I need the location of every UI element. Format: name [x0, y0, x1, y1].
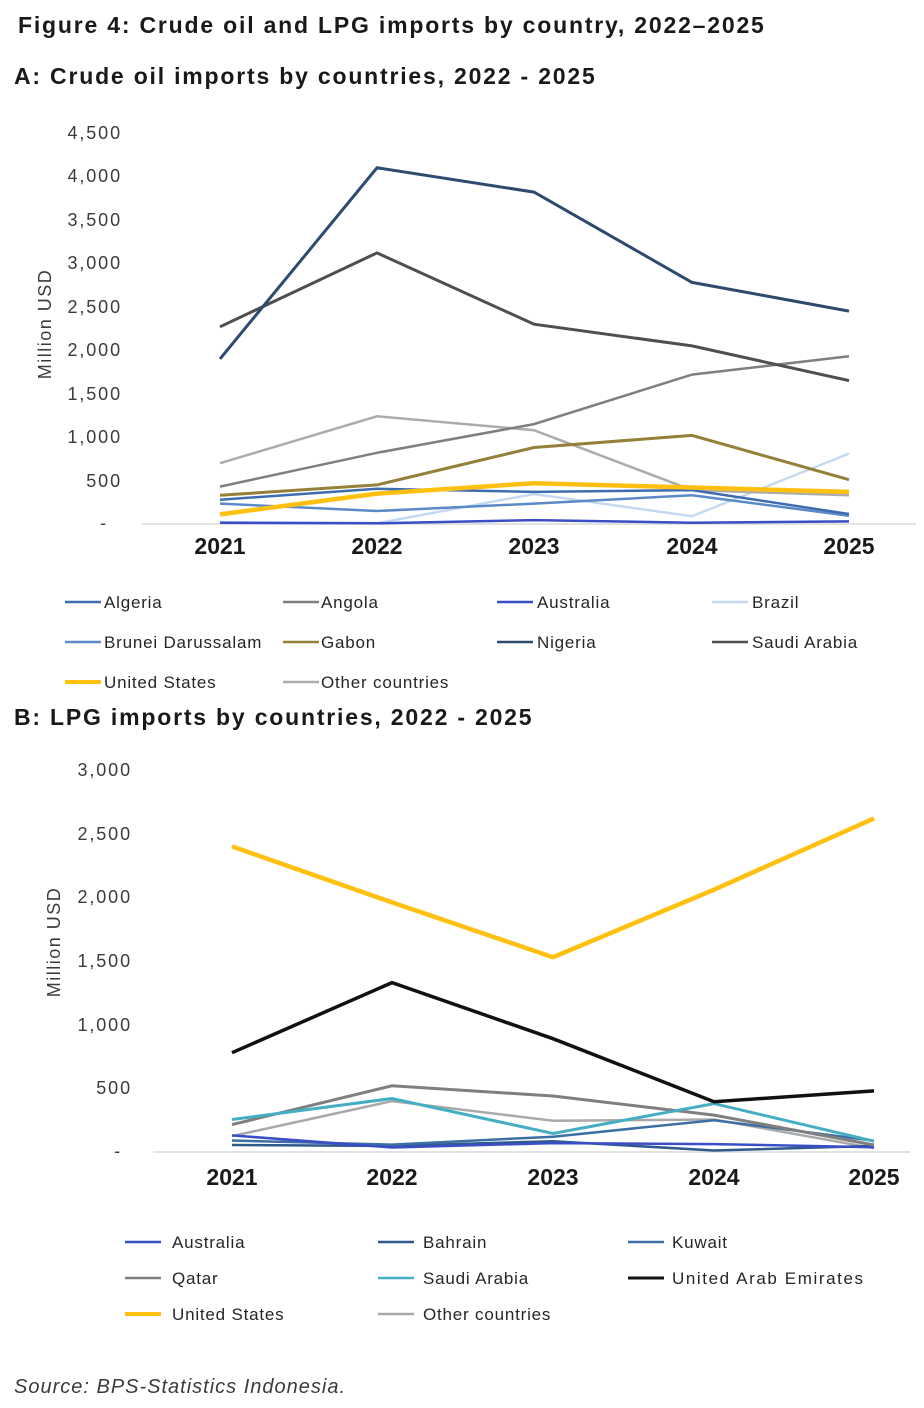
- svg-text:1,000: 1,000: [77, 1015, 132, 1035]
- svg-text:United States: United States: [104, 673, 216, 692]
- svg-text:Angola: Angola: [321, 593, 379, 612]
- svg-text:Kuwait: Kuwait: [672, 1233, 728, 1252]
- svg-text:2021: 2021: [194, 533, 245, 559]
- svg-text:1,500: 1,500: [67, 384, 122, 404]
- svg-text:2024: 2024: [666, 533, 717, 559]
- svg-text:Australia: Australia: [537, 593, 610, 612]
- svg-text:Million USD: Million USD: [35, 269, 55, 380]
- svg-text:1,500: 1,500: [77, 951, 132, 971]
- svg-text:Brunei Darussalam: Brunei Darussalam: [104, 633, 262, 652]
- svg-text:Other countries: Other countries: [423, 1305, 551, 1324]
- svg-text:Source: BPS-Statistics Indones: Source: BPS-Statistics Indonesia.: [14, 1376, 346, 1398]
- svg-text:2022: 2022: [366, 1164, 417, 1190]
- svg-text:2024: 2024: [688, 1164, 739, 1190]
- svg-text:Gabon: Gabon: [321, 633, 376, 652]
- svg-text:500: 500: [96, 1078, 132, 1098]
- svg-text:4,500: 4,500: [67, 123, 122, 143]
- svg-text:-: -: [114, 1141, 122, 1161]
- svg-text:Million USD: Million USD: [44, 887, 64, 998]
- svg-text:Nigeria: Nigeria: [537, 633, 596, 652]
- svg-text:3,500: 3,500: [67, 210, 122, 230]
- svg-text:Saudi Arabia: Saudi Arabia: [752, 633, 858, 652]
- svg-text:Saudi Arabia: Saudi Arabia: [423, 1269, 529, 1288]
- svg-text:500: 500: [86, 471, 122, 491]
- svg-text:2023: 2023: [527, 1164, 578, 1190]
- svg-text:Bahrain: Bahrain: [423, 1233, 487, 1252]
- svg-text:2,000: 2,000: [67, 340, 122, 360]
- svg-text:2022: 2022: [351, 533, 402, 559]
- svg-text:3,000: 3,000: [77, 760, 132, 780]
- svg-text:3,000: 3,000: [67, 253, 122, 273]
- svg-text:United States: United States: [172, 1305, 284, 1324]
- svg-text:Algeria: Algeria: [104, 593, 163, 612]
- svg-text:2,500: 2,500: [67, 297, 122, 317]
- svg-text:1,000: 1,000: [67, 427, 122, 447]
- svg-text:2,500: 2,500: [77, 824, 132, 844]
- svg-text:Qatar: Qatar: [172, 1269, 219, 1288]
- svg-text:-: -: [100, 513, 108, 533]
- svg-text:Other countries: Other countries: [321, 673, 449, 692]
- svg-text:2025: 2025: [823, 533, 874, 559]
- svg-text:Australia: Australia: [172, 1233, 245, 1252]
- svg-text:4,000: 4,000: [67, 166, 122, 186]
- svg-text:2023: 2023: [508, 533, 559, 559]
- svg-text:2025: 2025: [848, 1164, 899, 1190]
- svg-text:2021: 2021: [206, 1164, 257, 1190]
- svg-text:2,000: 2,000: [77, 887, 132, 907]
- svg-text:United Arab Emirates: United Arab Emirates: [672, 1269, 865, 1288]
- svg-text:Brazil: Brazil: [752, 593, 799, 612]
